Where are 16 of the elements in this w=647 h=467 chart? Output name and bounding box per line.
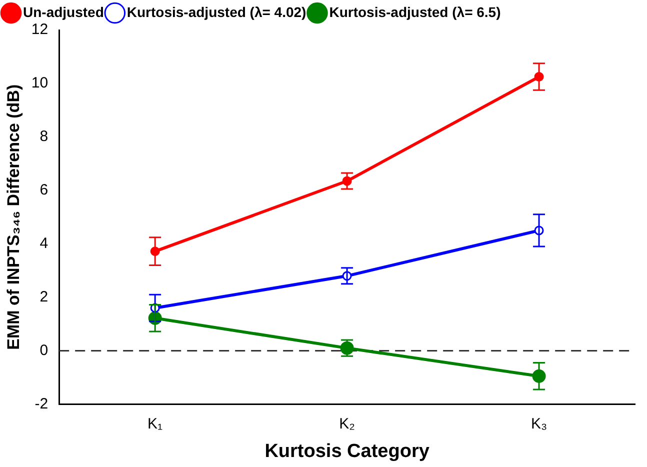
legend-label: Un-adjusted — [23, 4, 104, 20]
x-axis-title: Kurtosis Category — [264, 440, 430, 462]
y-tick-label: 8 — [40, 128, 48, 146]
legend-label: Kurtosis-adjusted (λ= 4.02) — [126, 4, 306, 20]
y-tick-label: 0 — [40, 342, 48, 359]
y-tick-label: 12 — [31, 21, 48, 38]
y-tick-label: -2 — [34, 395, 48, 412]
legend-label: Kurtosis-adjusted (λ= 6.5) — [329, 4, 501, 20]
y-tick-label: 4 — [40, 234, 48, 252]
y-tick-label: 6 — [40, 182, 48, 199]
x-tick-label: K₃ — [530, 415, 548, 432]
y-tick-label: 10 — [31, 74, 48, 92]
y-tick-label: 2 — [40, 288, 48, 306]
x-tick-label: K₂ — [339, 415, 356, 432]
x-tick-label: K₁ — [148, 415, 163, 432]
y-axis-title: EMM of INPTS₃₄₆ Difference (dB) — [4, 84, 23, 350]
